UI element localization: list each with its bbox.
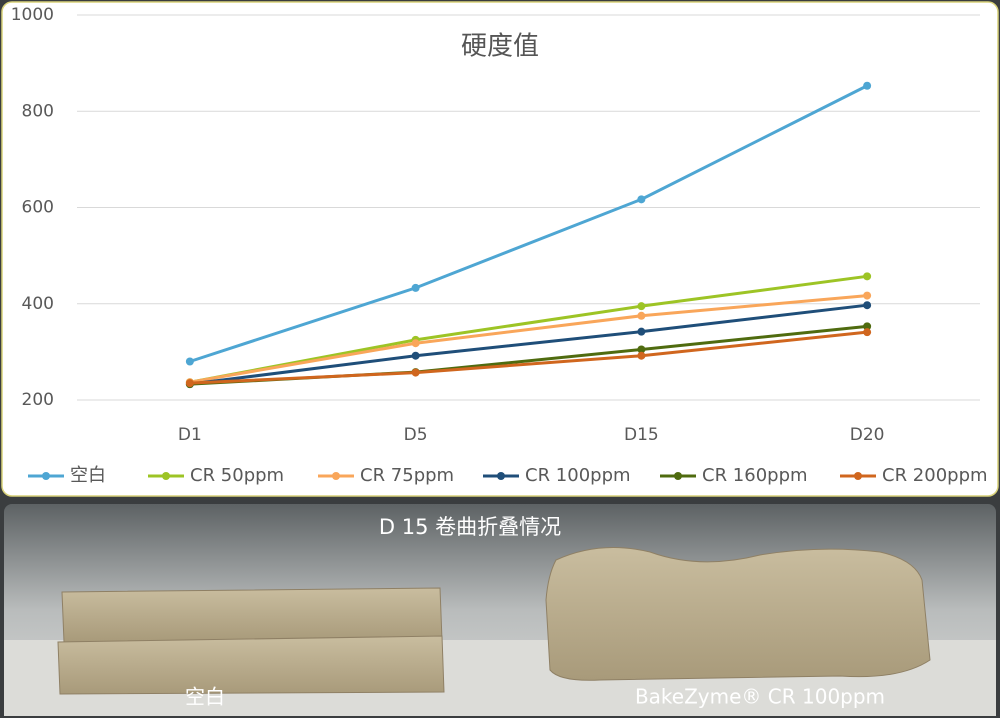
chart-panel <box>1 1 999 497</box>
legend-marker <box>674 472 682 480</box>
legend-label: CR 160ppm <box>702 465 808 486</box>
data-point <box>637 351 646 360</box>
series-line <box>189 330 868 385</box>
data-point <box>411 351 420 360</box>
chart-title: 硬度值 <box>461 32 539 62</box>
y-tick-label: 600 <box>22 198 54 218</box>
data-point <box>637 311 646 320</box>
x-tick-label: D20 <box>850 425 885 445</box>
legend-label: CR 50ppm <box>190 465 284 486</box>
legend-marker <box>42 472 50 480</box>
y-tick-label: 800 <box>22 101 54 121</box>
bread-bottom <box>57 635 445 695</box>
data-point <box>637 195 646 204</box>
x-tick-label: D15 <box>624 425 659 445</box>
legend-marker <box>162 472 170 480</box>
photo-label: BakeZyme® CR 100ppm <box>635 685 885 709</box>
data-point <box>637 327 646 336</box>
data-point <box>863 291 872 300</box>
series-line <box>189 274 868 384</box>
bread-rolled <box>545 547 931 681</box>
legend-marker <box>854 472 862 480</box>
data-point <box>637 302 646 311</box>
y-tick-label: 1000 <box>11 5 54 25</box>
data-point <box>411 283 420 292</box>
legend-label: 空白 <box>70 465 106 486</box>
series-line <box>189 294 868 384</box>
legend-marker <box>332 472 340 480</box>
x-tick-label: D5 <box>404 425 428 445</box>
data-point <box>863 328 872 337</box>
series-line <box>189 84 868 363</box>
data-point <box>185 379 194 388</box>
data-point <box>863 301 872 310</box>
photo: D 15 卷曲折叠情况 空白 BakeZyme® CR 100ppm <box>4 504 996 716</box>
data-point <box>411 368 420 377</box>
data-point <box>637 345 646 354</box>
photo-label: 空白 <box>185 685 225 709</box>
bread-top <box>61 587 443 643</box>
legend-marker <box>497 472 505 480</box>
data-point <box>185 357 194 366</box>
data-point <box>863 322 872 331</box>
data-point <box>863 81 872 90</box>
x-tick-label: D1 <box>178 425 202 445</box>
legend-label: CR 100ppm <box>525 465 631 486</box>
series-line <box>189 303 868 386</box>
y-tick-label: 400 <box>22 294 54 314</box>
data-point <box>863 272 872 281</box>
legend-label: CR 75ppm <box>360 465 454 486</box>
y-tick-label: 200 <box>22 390 54 410</box>
legend-label: CR 200ppm <box>882 465 988 486</box>
data-point <box>411 339 420 348</box>
photo-title: D 15 卷曲折叠情况 <box>379 515 561 539</box>
